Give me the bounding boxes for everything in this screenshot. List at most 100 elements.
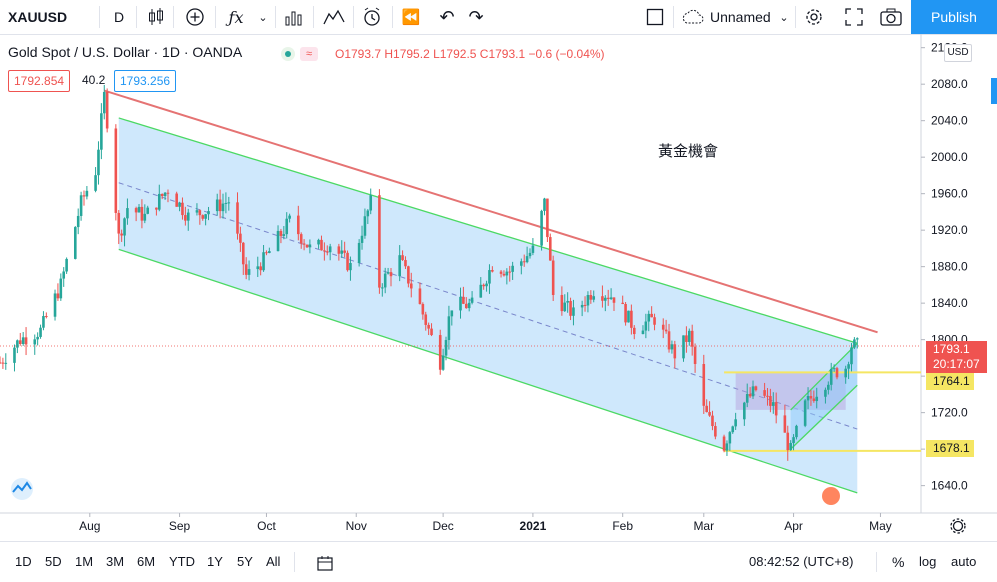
camera-icon[interactable] (879, 0, 903, 34)
candle-body (604, 297, 607, 301)
redo-icon[interactable]: ↷ (468, 6, 484, 27)
candle-body (751, 386, 755, 397)
time-tick-label: Dec (432, 519, 453, 533)
chevron-down-icon[interactable]: ⌄ (258, 11, 268, 24)
alert-clock-icon[interactable] (360, 0, 384, 34)
candle-body (705, 405, 708, 413)
candle-body (1, 362, 5, 364)
candle-body (163, 192, 167, 197)
plus-circle-icon[interactable] (183, 0, 207, 34)
fullscreen-icon[interactable] (843, 0, 865, 34)
candle-body (491, 270, 494, 272)
candle-body (328, 246, 332, 253)
candle-body (560, 294, 564, 312)
range-5y[interactable]: 5Y (237, 554, 253, 569)
range-5d[interactable]: 5D (45, 554, 62, 569)
current-price-label: 1793.1 20:17:07 (926, 341, 987, 373)
interval-select[interactable]: D (113, 9, 125, 25)
replay-icon[interactable]: ⏪ (401, 9, 421, 26)
cloud-icon[interactable] (680, 0, 706, 34)
goto-date-icon[interactable] (316, 542, 334, 582)
range-1y[interactable]: 1Y (207, 554, 223, 569)
range-1d[interactable]: 1D (15, 554, 32, 569)
candle-body (166, 192, 170, 194)
log-toggle[interactable]: log (919, 554, 937, 569)
gear-icon[interactable] (803, 0, 825, 34)
candle-body (482, 284, 485, 287)
candle-body (204, 214, 207, 219)
scroll-handle[interactable] (991, 78, 997, 104)
candle-body (256, 266, 260, 270)
price-chart[interactable]: 2120.02080.02040.02000.01960.01920.01880… (0, 34, 997, 541)
candle-body (36, 336, 39, 340)
candle-body (647, 313, 651, 322)
candle-body (325, 251, 329, 253)
candle-body (520, 261, 523, 266)
candle-body (528, 252, 532, 257)
candle-body (748, 394, 752, 397)
axis-settings-icon[interactable] (950, 518, 966, 534)
undo-icon[interactable]: ↶ (439, 6, 455, 27)
channel-lower-line[interactable] (118, 248, 858, 494)
candles-icon[interactable] (144, 0, 168, 34)
candle-body (97, 149, 100, 176)
range-all[interactable]: All (266, 554, 281, 569)
candle-body (383, 273, 387, 288)
candle-body (369, 195, 373, 211)
candle-body (181, 202, 184, 216)
sell-price-button[interactable]: 1792.854 (8, 70, 71, 92)
range-3m[interactable]: 3M (106, 554, 125, 569)
ohlc-values: O1793.7 H1795.2 L1792.5 C1793.1 −0.6 (−0… (335, 47, 605, 61)
range-ytd[interactable]: YTD (169, 554, 195, 569)
candle-body (175, 193, 178, 207)
candle-body (94, 175, 97, 191)
range-1m[interactable]: 1M (75, 554, 94, 569)
channel-mid-line[interactable] (118, 182, 858, 430)
resistance-line[interactable] (103, 89, 878, 334)
candle-body (525, 256, 529, 263)
fx-icon[interactable]: ƒx (228, 7, 244, 27)
symbol-search[interactable]: XAUUSD (8, 9, 68, 25)
candle-body (664, 329, 668, 332)
candle-body (806, 396, 810, 401)
chevron-down-icon[interactable]: ⌄ (779, 11, 789, 24)
publish-button[interactable]: Publish (911, 0, 997, 34)
candle-body (853, 339, 856, 348)
level-upper-label: 1764.1 (926, 373, 974, 390)
candle-body (279, 230, 283, 236)
channel-upper-line[interactable] (118, 117, 858, 344)
candle-body (100, 113, 103, 150)
candle-body (244, 264, 248, 275)
candle-body (53, 293, 57, 317)
candle-body (134, 208, 138, 213)
range-6m[interactable]: 6M (137, 554, 156, 569)
candle-body (79, 195, 83, 216)
data-delay-icon: ≈ (300, 47, 318, 61)
candle-body (711, 415, 714, 427)
candle-body (583, 304, 587, 306)
candle-body (207, 211, 210, 215)
rising-channel-upper-line[interactable] (790, 342, 858, 411)
layout-name[interactable]: Unnamed (710, 9, 771, 25)
candle-body (407, 266, 410, 284)
candle-body (650, 313, 653, 318)
candle-body (378, 195, 381, 288)
compare-icon[interactable] (322, 0, 346, 34)
currency-label[interactable]: USD (944, 44, 972, 62)
candle-body (42, 316, 45, 328)
candle-body (702, 364, 706, 406)
bar-chart-icon[interactable] (283, 0, 305, 34)
candle-body (418, 288, 422, 305)
candle-body (117, 212, 121, 234)
candle-body (682, 335, 685, 359)
percent-toggle[interactable]: % (892, 554, 905, 570)
market-status-icon (281, 47, 295, 61)
rising-channel-lower-line[interactable] (790, 384, 858, 450)
square-icon[interactable] (644, 0, 666, 34)
candle-body (259, 266, 262, 271)
buy-price-button[interactable]: 1793.256 (114, 70, 177, 92)
clock-time[interactable]: 08:42:52 (UTC+8) (749, 554, 854, 569)
auto-toggle[interactable]: auto (951, 554, 977, 569)
candle-body (543, 198, 546, 211)
candle-body (137, 206, 141, 213)
